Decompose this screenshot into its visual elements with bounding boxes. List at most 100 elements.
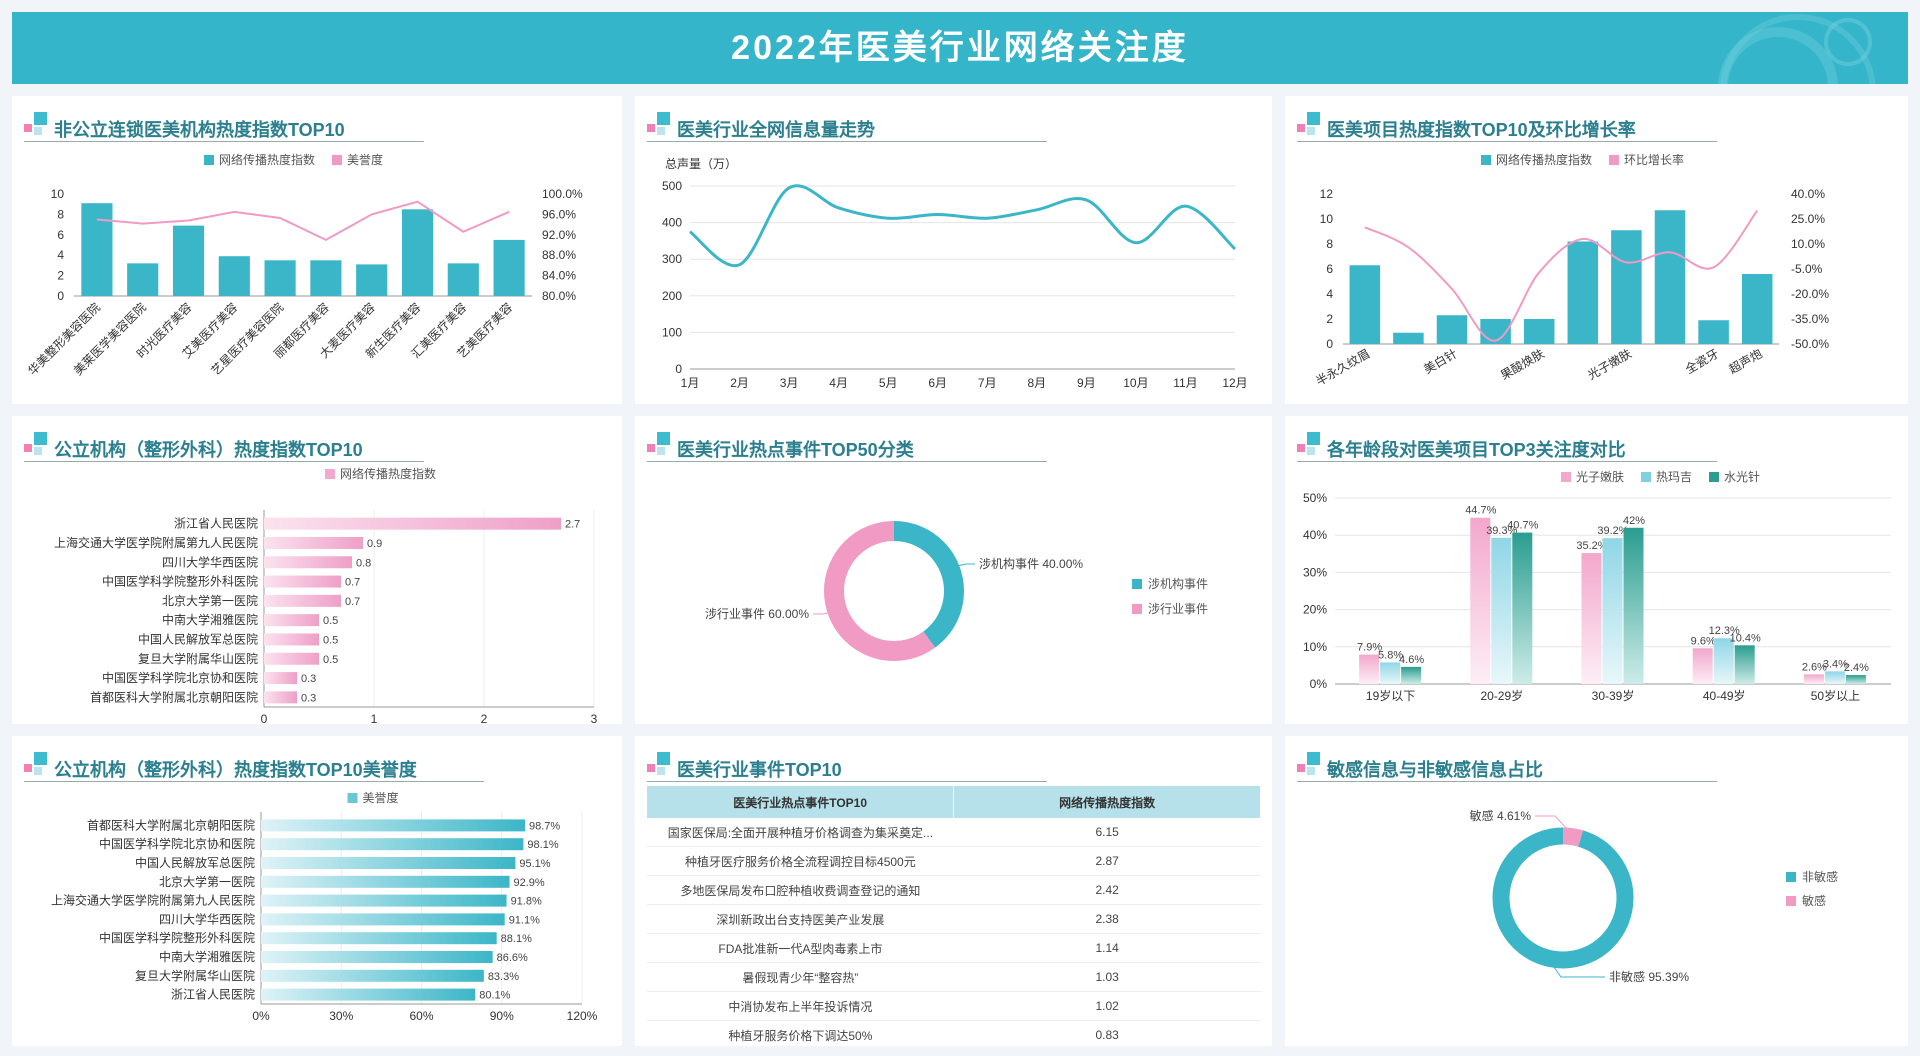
bar	[261, 838, 524, 851]
x-tick-label: 3	[591, 712, 598, 724]
panel-age-groups: 各年龄段对医美项目TOP3关注度对比 光子嫩肤 热玛吉 水光针 0% 10% 20% 30%…	[1285, 416, 1908, 724]
x-tick-label: 60%	[409, 1009, 433, 1023]
x-tick-label: 11月	[1173, 376, 1197, 390]
data-label: 86.6%	[497, 952, 528, 964]
table-row[interactable]: FDA批准新一代A型肉毒素上市 1.14	[647, 933, 1261, 963]
table-cell: 1.14	[953, 933, 1261, 963]
legend-label: 光子嫩肤	[1576, 469, 1624, 484]
table-cell: 2.87	[953, 846, 1261, 876]
header-decoration-icon	[1718, 14, 1876, 84]
table-row[interactable]: 国家医保局:全面开展种植牙价格调查为集采奠定... 6.15	[647, 818, 1261, 847]
bar	[1581, 553, 1602, 684]
legend-label: 网络传播热度指数	[340, 466, 436, 481]
table-row[interactable]: 暑假现青少年“整容热” 1.03	[647, 962, 1261, 992]
leader-line	[1548, 959, 1605, 978]
y-tick-label: 0%	[1310, 677, 1328, 691]
x-tick-label: 40-49岁	[1703, 688, 1746, 703]
data-label: 0.5	[323, 634, 338, 646]
bar	[264, 633, 319, 646]
data-label: 7.9%	[1357, 642, 1382, 654]
chart-project-heat: 网络传播热度指数 环比增长率 0 2 4 6 8 10 12 -50.0% -35.0% -20.0%…	[1313, 152, 1829, 389]
bar	[1654, 210, 1686, 344]
y-tick-label: 400	[662, 216, 682, 230]
x-tick-label: 半永久纹眉	[1313, 346, 1372, 388]
data-label: 83.3%	[488, 971, 519, 983]
panel-title: 各年龄段对医美项目TOP3关注度对比	[1327, 440, 1626, 460]
bar	[401, 209, 434, 296]
x-tick-label: 7月	[978, 376, 997, 390]
data-label: 92.9%	[514, 877, 545, 889]
y-tick-label: 50%	[1303, 491, 1327, 505]
y-tick-label: 四川大学华西医院	[159, 911, 255, 926]
bar	[1698, 320, 1729, 344]
chart-age-groups: 光子嫩肤 热玛吉 水光针 0% 10% 20% 30% 40% 50% 19岁以下 7.9%5.8%…	[1303, 469, 1891, 703]
panel-sensitive-ratio: 敏感信息与非敏感信息占比 敏感 4.61% 非敏感 95.39% 非敏感 敏感	[1285, 736, 1908, 1046]
y-tick-label: 6	[57, 228, 64, 242]
x-tick-label: 3月	[780, 376, 799, 390]
chart-public-heat: 网络传播热度指数 0 1 2 3 浙江省人民医院 2.7 上海交通大学医学院附属第九人民医院 0…	[54, 466, 598, 724]
bar	[1845, 675, 1866, 684]
bar	[172, 225, 205, 296]
x-tick-label: 0%	[252, 1009, 270, 1023]
leader-line	[1535, 815, 1569, 831]
bar	[356, 264, 388, 296]
y2-tick-label: 80.0%	[542, 289, 576, 303]
x-tick-label: 12月	[1222, 376, 1247, 390]
bar	[1349, 265, 1381, 344]
y-tick-label: 200	[662, 289, 682, 303]
x-tick-label: 30%	[329, 1009, 353, 1023]
table-header[interactable]: 医美行业热点事件TOP10	[647, 786, 955, 818]
legend-label: 涉机构事件	[1148, 576, 1208, 591]
y-tick-label: 300	[662, 252, 682, 266]
table-cell: 0.83	[953, 1020, 1261, 1046]
x-tick-label: 5月	[879, 376, 898, 390]
data-label: 44.7%	[1465, 505, 1496, 517]
legend-swatch	[1561, 472, 1571, 482]
panel-event-categories: 医美行业热点事件TOP50分类 涉机构事件 40.00% 涉行业事件 60.00%…	[635, 416, 1272, 724]
y-tick-label: 2	[1326, 312, 1333, 326]
bar	[1824, 671, 1845, 684]
y-tick-label: 北京大学第一医院	[159, 874, 255, 889]
table-cell: 暑假现青少年“整容热”	[647, 962, 954, 992]
line-series-volume	[689, 184, 1237, 268]
table-cell: 多地医保局发布口腔种植收费调查登记的通知	[647, 875, 954, 905]
data-label: 39.2%	[1597, 525, 1628, 537]
table-row[interactable]: 种植牙医疗服务价格全流程调控目标4500元 2.87	[647, 846, 1261, 876]
y-axis-title: 总声量（万）	[665, 157, 737, 171]
x-tick-label: 2	[481, 712, 488, 724]
x-tick-label: 超声炮	[1726, 346, 1765, 377]
x-tick-label: 19岁以下	[1366, 688, 1415, 703]
y-tick-label: 0	[57, 289, 64, 303]
table-cell: 中消协发布上半年投诉情况	[647, 991, 954, 1021]
table-header[interactable]: 网络传播热度指数	[953, 786, 1261, 818]
x-tick-label: 0	[261, 712, 268, 724]
bar	[264, 536, 363, 549]
x-tick-label: 4月	[829, 376, 848, 390]
table-row[interactable]: 种植牙服务价格下调达50% 0.83	[647, 1020, 1261, 1046]
panel-title: 公立机构（整形外科）热度指数TOP10美誉度	[54, 760, 417, 780]
bar	[261, 951, 493, 963]
bar	[1436, 315, 1468, 344]
bar	[264, 517, 561, 530]
bar	[264, 614, 319, 627]
data-label: 0.3	[301, 692, 316, 704]
bar	[310, 260, 342, 296]
legend-swatch	[1132, 604, 1142, 614]
data-label: 91.1%	[509, 914, 540, 926]
bar	[261, 819, 526, 832]
y2-tick-label: 92.0%	[542, 228, 576, 242]
table-row[interactable]: 多地医保局发布口腔种植收费调查登记的通知 2.42	[647, 875, 1261, 905]
y-tick-label: 8	[1326, 237, 1333, 251]
table-row[interactable]: 中消协发布上半年投诉情况 1.02	[647, 991, 1261, 1021]
table-cell: FDA批准新一代A型肉毒素上市	[647, 933, 954, 963]
y-tick-label: 浙江省人民医院	[174, 517, 258, 531]
legend-swatch	[1132, 579, 1142, 589]
table-row[interactable]: 深圳新政出台支持医美产业发展 2.38	[647, 904, 1261, 934]
y-tick-label: 中国医学科学院整形外科医院	[99, 930, 255, 945]
table-cell: 1.02	[953, 991, 1261, 1021]
x-tick-label: 1	[371, 712, 378, 724]
pie-slice	[824, 521, 964, 661]
bar	[261, 875, 510, 888]
data-label: 80.1%	[479, 990, 510, 1002]
